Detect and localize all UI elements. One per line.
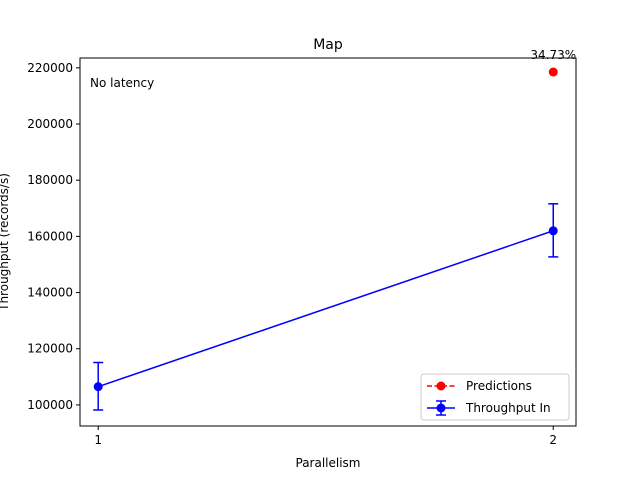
y-tick-label: 160000 <box>27 229 73 243</box>
y-axis-label: Throughput (records/s) <box>0 173 11 312</box>
y-tick-label: 100000 <box>27 398 73 412</box>
legend: Predictions Throughput In <box>420 373 570 421</box>
plot-frame <box>79 57 577 427</box>
throughput-in-point <box>93 382 103 392</box>
legend-predictions-marker <box>436 381 446 391</box>
legend-throughput-label: Throughput In <box>465 401 551 415</box>
data-marks: 34.73% <box>93 48 576 411</box>
x-tick-label: 2 <box>549 433 557 447</box>
plot-area <box>80 58 576 426</box>
x-axis-label: Parallelism <box>296 456 361 470</box>
legend-predictions-label: Predictions <box>466 379 532 393</box>
chart-title: Map <box>313 37 343 53</box>
no-latency-annotation: No latency <box>90 76 154 90</box>
y-tick-label: 120000 <box>27 342 73 356</box>
legend-throughput-marker <box>436 403 446 413</box>
y-tick-label: 200000 <box>27 117 73 131</box>
prediction-label: 34.73% <box>530 48 576 62</box>
x-tick-label: 1 <box>94 433 102 447</box>
y-tick-label: 140000 <box>27 286 73 300</box>
legend-box <box>420 373 570 421</box>
y-tick-label: 180000 <box>27 173 73 187</box>
throughput-in-point <box>548 226 558 236</box>
throughput-in-line <box>97 230 554 388</box>
y-tick-label: 220000 <box>27 61 73 75</box>
axis-ticks: 100000 120000 140000 160000 180000 200000 2200… <box>27 61 557 447</box>
prediction-point <box>548 67 558 77</box>
